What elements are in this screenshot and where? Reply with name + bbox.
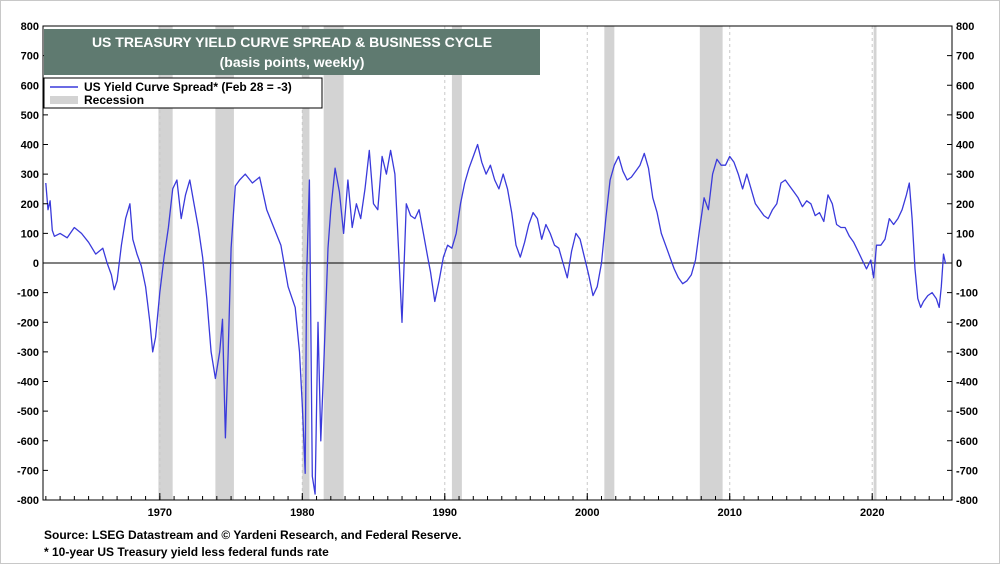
x-tick-label-4: 2010: [717, 507, 741, 519]
y-tick-label-left-7: -100: [17, 288, 39, 300]
y-tick-label-right-0: -800: [956, 495, 978, 507]
title-block: US TREASURY YIELD CURVE SPREAD & BUSINES…: [44, 29, 540, 75]
y-tick-label-left-10: 200: [21, 199, 39, 211]
y-tick-label-right-7: -100: [956, 288, 978, 300]
legend-recession-swatch: [50, 96, 78, 104]
legend-box: [43, 77, 323, 109]
y-tick-label-left-2: -600: [17, 436, 39, 448]
y-tick-label-left-5: -300: [17, 347, 39, 359]
legend-series-label: US Yield Curve Spread* (Feb 28 = -3): [84, 80, 292, 94]
x-tick-label-0: 1970: [148, 507, 172, 519]
title-box: [44, 29, 540, 75]
x-tick-label-2: 1990: [433, 507, 457, 519]
y-tick-label-right-5: -300: [956, 347, 978, 359]
y-tick-label-right-3: -500: [956, 406, 978, 418]
y-tick-label-right-16: 800: [956, 21, 974, 33]
y-tick-label-left-6: -200: [17, 317, 39, 329]
y-tick-label-right-10: 200: [956, 199, 974, 211]
y-tick-label-right-15: 700: [956, 51, 974, 63]
legend: US Yield Curve Spread* (Feb 28 = -3) Rec…: [43, 77, 323, 109]
y-tick-label-right-4: -400: [956, 377, 978, 389]
y-tick-label-left-12: 400: [21, 140, 39, 152]
x-tick-label-5: 2020: [860, 507, 884, 519]
y-tick-label-right-12: 400: [956, 140, 974, 152]
footnote: * 10-year US Treasury yield less federal…: [44, 545, 329, 559]
y-tick-label-left-16: 800: [21, 21, 39, 33]
y-tick-label-left-4: -400: [17, 377, 39, 389]
x-tick-label-3: 2000: [575, 507, 599, 519]
y-tick-label-right-13: 500: [956, 110, 974, 122]
y-tick-label-right-14: 600: [956, 80, 974, 92]
x-tick-label-1: 1980: [290, 507, 314, 519]
y-tick-label-right-1: -700: [956, 465, 978, 477]
y-tick-label-left-3: -500: [17, 406, 39, 418]
series-line-0: [45, 143, 947, 495]
y-tick-label-right-6: -200: [956, 317, 978, 329]
chart-subtitle: (basis points, weekly): [220, 54, 365, 70]
y-tick-label-left-0: -800: [17, 495, 39, 507]
y-tick-label-right-2: -600: [956, 436, 978, 448]
source-note: Source: LSEG Datastream and © Yardeni Re…: [44, 528, 462, 542]
y-tick-label-right-8: 0: [956, 258, 962, 270]
chart-title: US TREASURY YIELD CURVE SPREAD & BUSINES…: [92, 34, 492, 50]
y-tick-label-left-9: 100: [21, 228, 39, 240]
y-tick-label-left-14: 600: [21, 80, 39, 92]
y-tick-label-left-11: 300: [21, 169, 39, 181]
legend-recession-label: Recession: [84, 93, 144, 107]
y-tick-label-left-1: -700: [17, 465, 39, 477]
y-tick-label-right-11: 300: [956, 169, 974, 181]
y-tick-label-left-8: 0: [33, 258, 39, 270]
y-tick-label-left-15: 700: [21, 51, 39, 63]
y-tick-label-left-13: 500: [21, 110, 39, 122]
y-tick-label-right-9: 100: [956, 228, 974, 240]
